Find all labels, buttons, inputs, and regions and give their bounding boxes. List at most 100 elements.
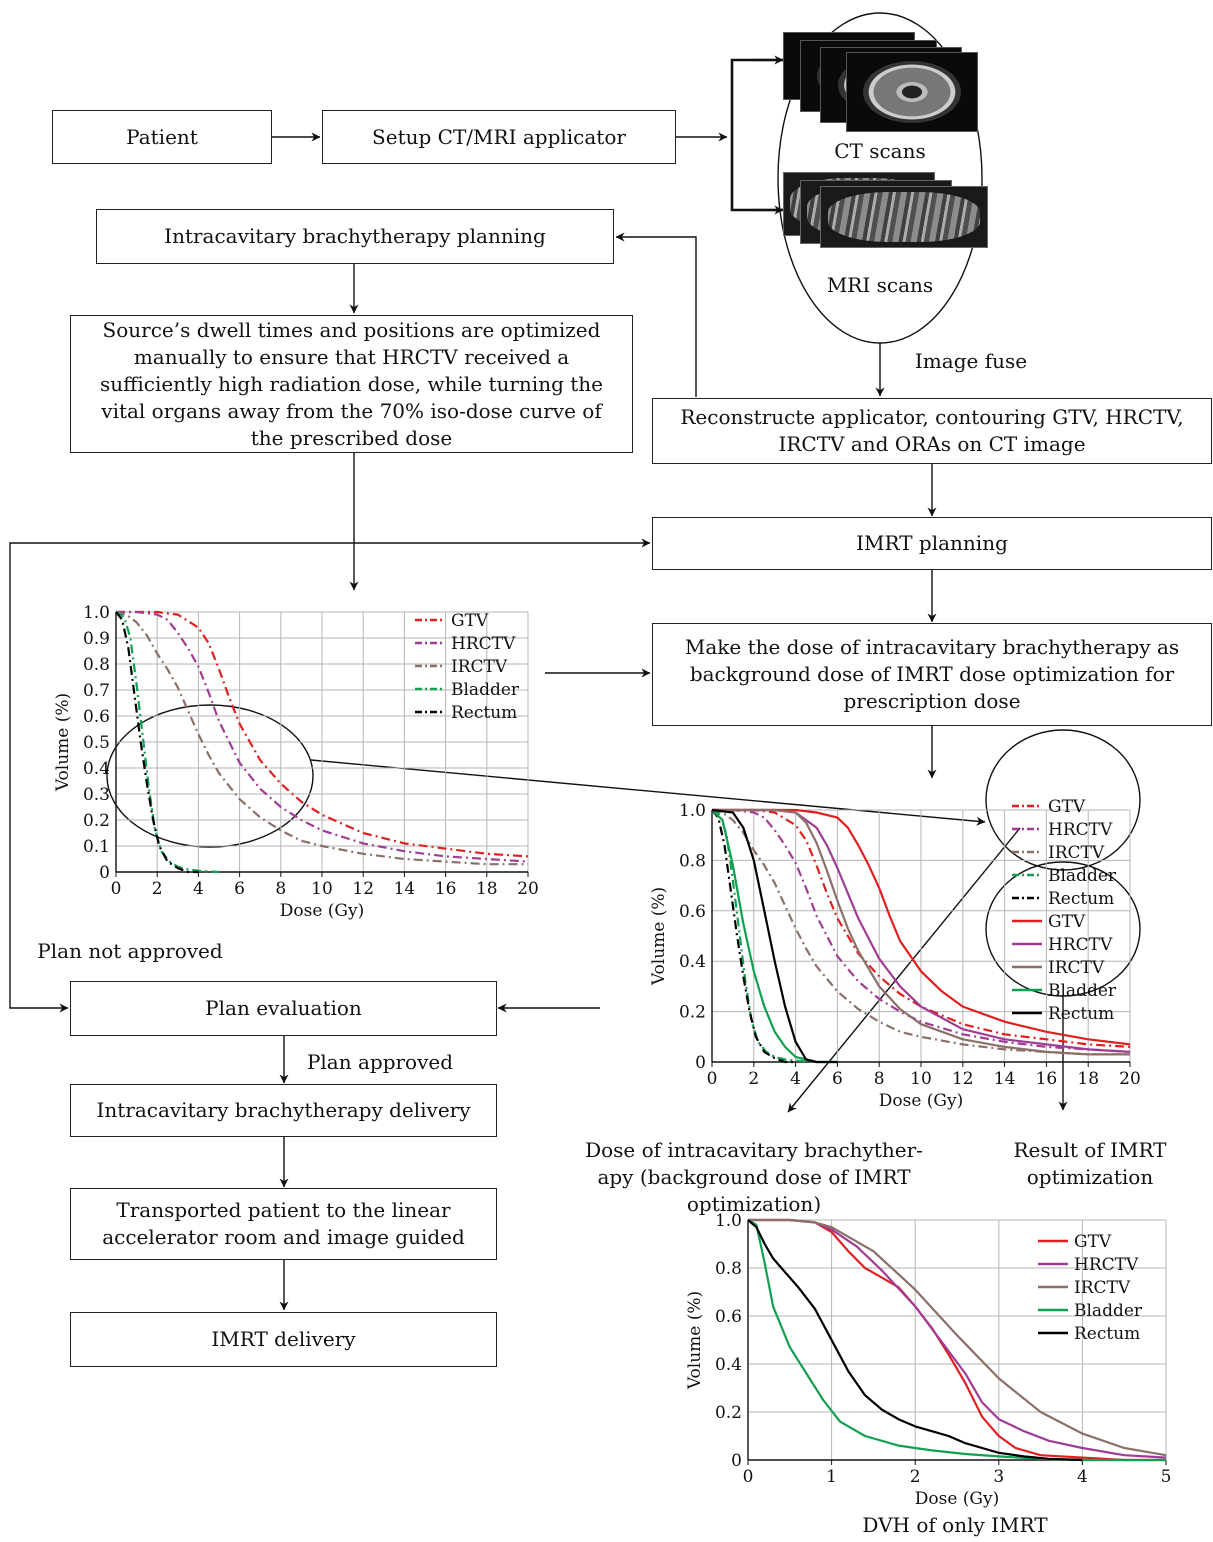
x-tick-label-3: 6 [234, 879, 245, 899]
x-tick-label-1: 1 [826, 1467, 837, 1487]
dwell-box: Source’s dwell times and positions are o… [70, 315, 633, 453]
x-tick-label-0: 0 [743, 1467, 754, 1487]
x-tick-label-9: 18 [1077, 1069, 1099, 1089]
x-tick-label-7: 14 [394, 879, 416, 899]
y-tick-label-4: 0.8 [679, 851, 706, 871]
patient-box: Patient [52, 110, 272, 164]
plan-approved-label: Plan approved [306, 1050, 454, 1074]
legend-label-8: Bladder [1048, 981, 1117, 1001]
series-line-rectum-dashdot-4 [115, 611, 199, 874]
series-line-hrctv-solid-1 [748, 1218, 1167, 1459]
y-tick-label-1: 0.1 [83, 837, 110, 857]
caption-result-line1: Result of IMRT [1013, 1138, 1167, 1162]
legend-label-2: IRCTV [1074, 1278, 1131, 1298]
setup-box: Setup CT/MRI applicator [322, 110, 676, 164]
y-tick-label-7: 0.7 [83, 681, 110, 701]
dvh-chart-brachytherapy: 0 2 4 6 8 10 12 14 16 18 20 0 0.1 0.2 0.3 0.4 0.5 0.6 0.7 0… [53, 603, 539, 921]
plan-not-approved-label: Plan not approved [37, 939, 223, 963]
image-fuse-label: Image fuse [914, 349, 1028, 373]
caption-background-dose-line1: Dose of intracavitary brachyther- [585, 1138, 923, 1162]
y-axis-label: Volume (%) [649, 887, 669, 986]
x-tick-label-2: 2 [910, 1467, 921, 1487]
y-tick-label-5: 0.5 [83, 733, 110, 753]
legend-label-3: Bladder [1074, 1301, 1143, 1321]
legend-label-2: IRCTV [451, 657, 508, 677]
y-tick-label-4: 0.4 [83, 759, 110, 779]
x-tick-label-6: 12 [952, 1069, 974, 1089]
series-line-rectum-solid-9 [711, 808, 838, 1064]
y-tick-label-0: 0 [99, 863, 110, 883]
mri-scans-label: MRI scans [826, 273, 934, 297]
caption-background-dose: Dose of intracavitary brachyther- apy (b… [584, 1137, 924, 1218]
x-tick-label-2: 4 [193, 879, 204, 899]
arrow-to-bg-caption [787, 827, 1021, 1113]
x-tick-label-1: 2 [152, 879, 163, 899]
legend-label-4: Rectum [451, 703, 517, 723]
y-tick-label-5: 1.0 [715, 1211, 742, 1231]
legend-label-9: Rectum [1048, 1004, 1114, 1024]
legend-label-5: GTV [1048, 912, 1086, 932]
x-tick-label-3: 6 [832, 1069, 843, 1089]
x-tick-label-7: 14 [994, 1069, 1016, 1089]
ellipse-bg-legend [985, 729, 1141, 871]
dvh-chart-only-imrt: 0 1 2 3 4 5 0 0.2 0.4 0.6 0.8 1.0 Dose (Gy) Volume (%… [685, 1211, 1172, 1509]
series-line-irctv-dashdot-2 [115, 610, 528, 866]
legend-label-1: HRCTV [1074, 1255, 1139, 1275]
background-dose-box: Make the dose of intracavitary brachythe… [652, 623, 1212, 726]
x-axis-label: Dose (Gy) [915, 1489, 1000, 1509]
series-line-bladder-dashdot-3 [115, 611, 220, 874]
y-axis-label: Volume (%) [685, 1291, 705, 1390]
ct-scan-front [846, 52, 978, 132]
loop-not-approved [9, 538, 651, 1013]
caption-dvh-only-imrt: DVH of only IMRT [862, 1513, 1048, 1537]
y-tick-label-2: 0.4 [679, 952, 706, 972]
x-tick-label-4: 8 [275, 879, 286, 899]
arrow-reconstruct-to-planning [615, 232, 697, 397]
caption-result-line2: optimization [1026, 1165, 1154, 1189]
x-tick-label-5: 5 [1161, 1467, 1172, 1487]
x-tick-label-1: 2 [748, 1069, 759, 1089]
legend-label-3: Bladder [451, 680, 520, 700]
y-tick-label-10: 1.0 [83, 603, 110, 623]
y-tick-label-8: 0.8 [83, 655, 110, 675]
plan-evaluation-box: Plan evaluation [70, 981, 497, 1036]
series-line-gtv-dashdot-0 [712, 808, 1131, 1048]
series-line-bladder-solid-3 [747, 1219, 1166, 1462]
x-tick-label-0: 0 [111, 879, 122, 899]
y-tick-label-1: 0.2 [715, 1403, 742, 1423]
imrt-planning-box: IMRT planning [652, 517, 1212, 570]
series-line-hrctv-dashdot-1 [712, 808, 1131, 1053]
y-tick-label-5: 1.0 [679, 801, 706, 821]
x-axis-label: Dose (Gy) [879, 1091, 964, 1111]
series-line-irctv-solid-2 [748, 1218, 1167, 1457]
bracket-ct [730, 58, 783, 212]
legend-label-4: Rectum [1074, 1324, 1140, 1344]
x-tick-label-10: 20 [1119, 1069, 1141, 1089]
y-tick-label-2: 0.4 [715, 1355, 742, 1375]
legend-label-1: HRCTV [451, 634, 516, 654]
y-axis-label: Volume (%) [53, 693, 73, 792]
x-tick-label-5: 10 [910, 1069, 932, 1089]
legend-label-0: GTV [1048, 797, 1086, 817]
x-tick-label-3: 3 [993, 1467, 1004, 1487]
legend-label-0: GTV [1074, 1232, 1112, 1252]
reconstruct-box: Reconstructe applicator, contouring GTV,… [652, 398, 1212, 464]
x-tick-label-5: 10 [311, 879, 333, 899]
legend-label-7: IRCTV [1048, 958, 1105, 978]
ibt-planning-box: Intracavitary brachytherapy planning [96, 209, 614, 264]
x-tick-label-6: 12 [352, 879, 374, 899]
x-tick-label-2: 4 [790, 1069, 801, 1089]
ibt-delivery-box: Intracavitary brachytherapy delivery [70, 1084, 497, 1137]
series-line-gtv-solid-5 [712, 808, 1131, 1046]
caption-background-dose-line3: optimization) [686, 1192, 822, 1216]
x-tick-label-0: 0 [707, 1069, 718, 1089]
y-tick-label-3: 0.6 [715, 1307, 742, 1327]
x-tick-label-9: 18 [476, 879, 498, 899]
y-tick-label-4: 0.8 [715, 1259, 742, 1279]
x-tick-label-4: 4 [1077, 1467, 1088, 1487]
legend-label-6: HRCTV [1048, 935, 1113, 955]
y-tick-label-6: 0.6 [83, 707, 110, 727]
zoom-ellipse-chart1 [106, 704, 314, 848]
y-tick-label-3: 0.3 [83, 785, 110, 805]
ct-scans-label: CT scans [834, 139, 926, 163]
